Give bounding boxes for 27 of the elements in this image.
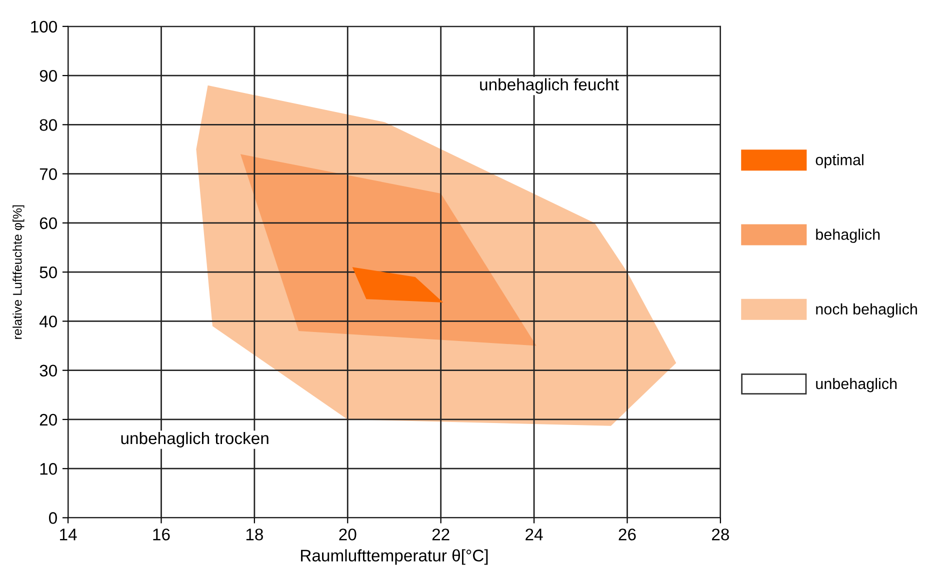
x-axis-title: Raumlufttemperatur θ[°C]	[301, 549, 488, 565]
y-tick-label: 20	[40, 414, 57, 426]
legend-label: behaglich	[816, 228, 880, 243]
legend-label: noch behaglich	[816, 303, 917, 318]
y-tick-label: 80	[40, 119, 57, 131]
y-tick-label: 50	[40, 266, 57, 278]
x-tick-label: 28	[712, 528, 729, 540]
annotation: unbehaglich feucht	[480, 78, 619, 94]
x-tick-label: 14	[60, 528, 77, 540]
x-tick-label: 24	[526, 528, 543, 540]
y-tick-label: 70	[40, 168, 57, 180]
x-tick-label: 26	[618, 528, 636, 540]
y-tick-label: 60	[40, 217, 57, 230]
y-tick-label: 30	[40, 364, 57, 377]
y-tick-label: 10	[40, 463, 57, 475]
x-tick-label: 20	[339, 528, 356, 540]
annotation: unbehaglich trocken	[121, 432, 268, 448]
legend-label: unbehaglich	[816, 378, 897, 392]
x-tick-label: 16	[153, 528, 170, 540]
x-tick-label: 22	[432, 528, 450, 540]
y-tick-label: 40	[39, 316, 57, 328]
y-tick-label: 100	[31, 20, 57, 33]
legend-label: optimal	[816, 154, 864, 168]
y-tick-label: 90	[40, 70, 57, 82]
x-tick-label: 18	[246, 528, 263, 540]
y-tick-label: 0	[49, 512, 57, 524]
y-axis-title: relative Luftfeuchte φ[%]	[12, 205, 24, 339]
